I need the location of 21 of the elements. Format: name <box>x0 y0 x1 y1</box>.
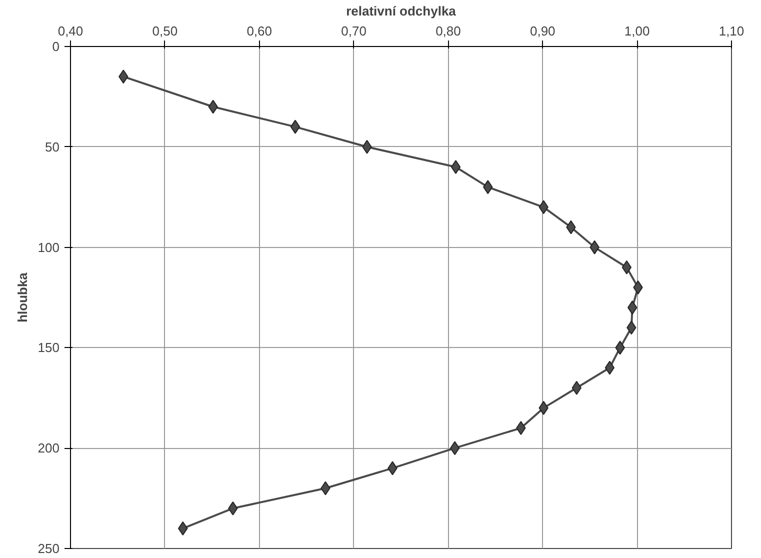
point <box>450 441 460 456</box>
y-tick-label: 50 <box>45 139 60 154</box>
x-axis-title: relativní odchylka <box>346 4 457 18</box>
x-tick-label: 1,00 <box>624 24 650 38</box>
x-tick-label: 0,70 <box>341 24 366 38</box>
x-tick-label: 1,10 <box>718 24 744 38</box>
x-tick-label: 0,40 <box>58 24 84 38</box>
x-tick-label: 0,80 <box>436 24 461 38</box>
x-tick-label: 0,90 <box>530 24 556 38</box>
y-tick-label: 150 <box>38 340 60 356</box>
y-tick-label: 0 <box>52 39 60 54</box>
point <box>290 120 300 134</box>
x-tick-label: 0,50 <box>152 24 178 38</box>
y-axis-title: hloubka <box>14 272 30 322</box>
y-tick-label: 250 <box>38 541 60 556</box>
point <box>450 160 461 174</box>
y-tick-label: 100 <box>38 240 60 255</box>
point <box>622 260 632 274</box>
point <box>604 360 615 375</box>
y-tick-label: 200 <box>38 440 60 456</box>
x-tick-label: 0,60 <box>246 24 272 38</box>
